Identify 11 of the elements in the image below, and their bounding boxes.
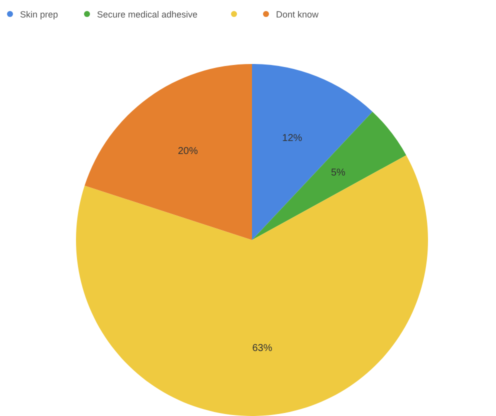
pie-slice: [252, 112, 406, 240]
legend-label: Skin prep: [20, 10, 58, 20]
legend-label: Secure medical adhesive: [97, 10, 198, 20]
pie-slice: [252, 64, 372, 240]
data-label: 5%: [330, 168, 346, 179]
data-label: 63%: [252, 343, 272, 354]
pie-slice: [84, 64, 252, 240]
pie-slice: [76, 155, 428, 416]
legend-label: Dont know: [276, 10, 320, 20]
data-label: 12%: [282, 133, 302, 144]
data-label: 20%: [178, 146, 198, 158]
